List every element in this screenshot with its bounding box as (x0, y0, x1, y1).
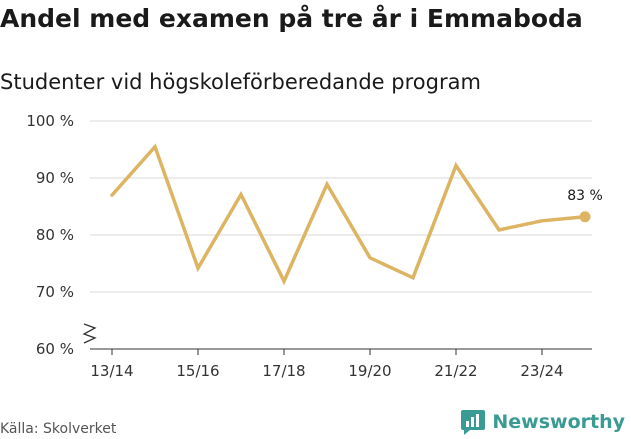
line-chart: 60 % 70 % 80 % 90 % 100 % 13/14 15/16 17/18 19/2… (26, 112, 603, 380)
newsworthy-logo-icon (461, 410, 486, 435)
x-tick-label: 13/14 (90, 362, 133, 380)
end-value-label: 83 % (567, 188, 603, 204)
chart-subtitle: Studenter vid högskoleförberedande progr… (0, 70, 481, 94)
y-tick-label: 100 % (26, 112, 74, 130)
y-tick-label: 60 % (36, 340, 74, 358)
brand-name: Newsworthy (492, 411, 625, 433)
end-point (579, 211, 591, 223)
x-tick-label: 21/22 (434, 362, 477, 380)
brand-logo: Newsworthy (460, 408, 625, 436)
axis-break-icon (82, 323, 97, 344)
y-tick-label: 80 % (36, 226, 74, 244)
x-tick-label: 17/18 (262, 362, 305, 380)
series-line (110, 143, 587, 286)
y-tick-label: 70 % (36, 283, 74, 301)
x-tick-label: 19/20 (348, 362, 391, 380)
x-tick-label: 23/24 (520, 362, 563, 380)
y-tick-label: 90 % (36, 169, 74, 187)
source-label: Källa: Skolverket (0, 421, 117, 437)
chart-title: Andel med examen på tre år i Emmaboda (0, 4, 583, 33)
x-tick-label: 15/16 (176, 362, 219, 380)
